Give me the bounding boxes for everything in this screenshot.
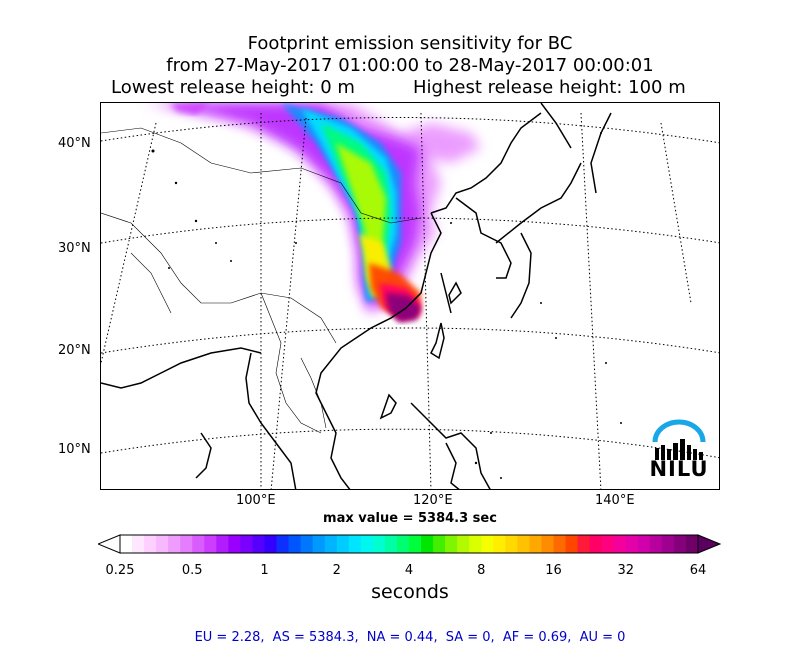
colorbar-cell <box>517 535 530 553</box>
plot-title-line-2: from 27-May-2017 01:00:00 to 28-May-2017… <box>166 55 654 76</box>
lon-label-120e: 120°E <box>413 493 453 508</box>
nilu-logo-graphic <box>652 419 706 460</box>
footprint-plume <box>141 103 481 322</box>
lat-label-20n: 20°N <box>58 343 91 358</box>
colorbar-cell <box>481 535 494 553</box>
colorbar-cell <box>637 535 651 553</box>
colorbar-cell <box>685 535 699 553</box>
colorbar-cell <box>156 535 169 553</box>
colorbar-cell <box>264 535 277 553</box>
colorbar-cell <box>120 535 133 553</box>
colorbar-cell <box>673 535 687 553</box>
colorbar-cell <box>565 535 578 553</box>
colorbar-cell <box>469 535 482 553</box>
lon-label-100e: 100°E <box>236 493 276 508</box>
colorbar-cell <box>252 535 265 553</box>
region-au: AU = 0 <box>579 630 626 645</box>
islands <box>151 132 622 479</box>
region-as: AS = 5384.3, <box>272 630 359 645</box>
colorbar-cell <box>384 535 398 553</box>
colorbar-cell <box>541 535 554 553</box>
colorbar-cell <box>300 535 314 553</box>
colorbar-tick-label: 8 <box>477 563 486 578</box>
colorbar-tick-label: 0.5 <box>181 563 203 578</box>
colorbar-cell <box>336 535 350 553</box>
colorbar-cell <box>505 535 518 553</box>
colorbar-units: seconds <box>371 581 449 603</box>
region-sa: SA = 0, <box>445 630 495 645</box>
colorbar-cell <box>661 535 675 553</box>
plot-title-line-1: Footprint emission sensitivity for BC <box>247 33 573 54</box>
colorbar-cell <box>144 535 157 553</box>
highest-release-height: Highest release height: 100 m <box>413 77 686 98</box>
colorbar-cell <box>396 535 410 553</box>
region-summary: EU = 2.28, AS = 5384.3, NA = 0.44, SA = … <box>0 630 800 645</box>
colorbar-cell <box>288 535 302 553</box>
colorbar-tick-label: 64 <box>689 563 707 578</box>
colorbar-cell <box>360 535 374 553</box>
region-af: AF = 0.69, <box>502 630 572 645</box>
colorbar-cell <box>445 535 458 553</box>
colorbar-cell <box>216 535 229 553</box>
colorbar-cell <box>577 535 591 553</box>
region-eu: EU = 2.28, <box>194 630 265 645</box>
colorbar-outline <box>119 534 699 554</box>
colorbar-cell <box>228 535 241 553</box>
colorbar-cell <box>312 535 326 553</box>
colorbar-cell <box>493 535 506 553</box>
colorbar-tick-label: 4 <box>404 563 414 578</box>
colorbar-cells <box>120 535 699 553</box>
colorbar-extend-low <box>98 534 121 554</box>
footprint-map: NILU <box>100 102 720 490</box>
graticule <box>101 112 719 489</box>
colorbar-tick-label: 0.25 <box>105 563 135 578</box>
colorbar-cell <box>240 535 253 553</box>
colorbar-cell <box>613 535 627 553</box>
lowest-release-height: Lowest release height: 0 m <box>111 77 355 98</box>
lat-label-40n: 40°N <box>58 136 91 151</box>
region-na: NA = 0.44, <box>366 630 438 645</box>
lat-label-30n: 30°N <box>58 241 91 256</box>
colorbar-cell <box>324 535 338 553</box>
lon-label-140e: 140°E <box>595 493 635 508</box>
colorbar-cell <box>421 535 434 553</box>
colorbar-cell <box>192 535 205 553</box>
colorbar-cell <box>276 535 289 553</box>
colorbar-cell <box>625 535 639 553</box>
colorbar-cell <box>433 535 446 553</box>
colorbar-tick-label: 16 <box>545 563 562 578</box>
colorbar-cell <box>457 535 470 553</box>
colorbar-cell <box>372 535 386 553</box>
colorbar <box>98 534 722 554</box>
colorbar-cell <box>601 535 615 553</box>
colorbar-cell <box>132 535 145 553</box>
colorbar-cell <box>180 535 193 553</box>
colorbar-tick-label: 1 <box>260 563 269 578</box>
colorbar-cell <box>589 535 603 553</box>
colorbar-cell <box>529 535 542 553</box>
max-value-label: max value = 5384.3 sec <box>323 511 497 526</box>
colorbar-cell <box>649 535 663 553</box>
country-borders <box>101 127 422 434</box>
colorbar-extend-high <box>697 534 722 554</box>
colorbar-tick-label: 32 <box>617 563 635 578</box>
colorbar-cell <box>348 535 362 553</box>
map-svg <box>101 103 719 489</box>
coastlines <box>101 103 612 489</box>
colorbar-cell <box>409 535 422 553</box>
colorbar-cell <box>168 535 181 553</box>
lat-label-10n: 10°N <box>58 442 91 457</box>
colorbar-tick-label: 2 <box>332 563 341 578</box>
nilu-logo: NILU <box>649 415 709 485</box>
colorbar-cell <box>204 535 217 553</box>
nilu-logo-text: NILU <box>649 457 709 481</box>
colorbar-cell <box>553 535 566 553</box>
